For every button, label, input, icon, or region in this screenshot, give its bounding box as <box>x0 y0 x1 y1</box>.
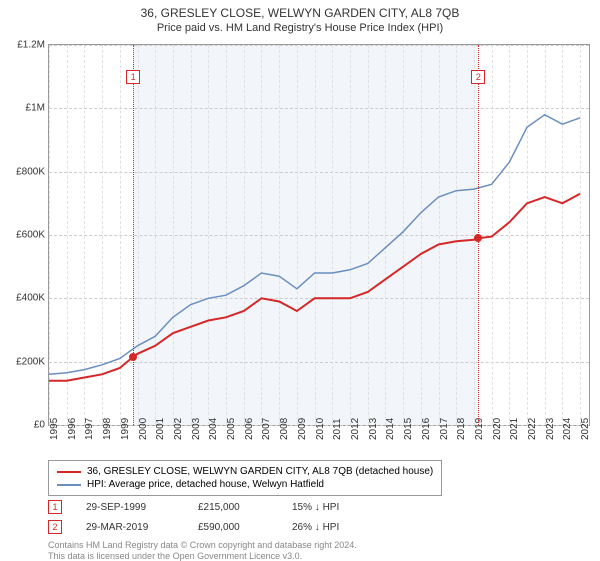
sale-price-2: £590,000 <box>198 522 268 533</box>
sale-date-1: 29-SEP-1999 <box>86 502 174 513</box>
chart-area: £0£200K£400K£600K£800K£1M£1.2M1995199619… <box>48 44 590 426</box>
event-marker-box: 2 <box>471 70 485 84</box>
line-series-svg <box>49 45 589 425</box>
event-marker-box: 1 <box>126 70 140 84</box>
y-tick-label: £1M <box>5 103 45 114</box>
sale-delta-1: 15% ↓ HPI <box>292 502 362 513</box>
legend-label: 36, GRESLEY CLOSE, WELWYN GARDEN CITY, A… <box>87 466 433 477</box>
legend-label: HPI: Average price, detached house, Welw… <box>87 479 324 490</box>
event-dot <box>129 353 137 361</box>
legend: 36, GRESLEY CLOSE, WELWYN GARDEN CITY, A… <box>48 460 442 496</box>
sale-price-1: £215,000 <box>198 502 268 513</box>
y-tick-label: £600K <box>5 230 45 241</box>
sale-row-1: 1 29-SEP-1999 £215,000 15% ↓ HPI <box>48 500 362 514</box>
event-line <box>133 45 134 425</box>
event-dot <box>474 234 482 242</box>
series-hpi <box>49 115 580 375</box>
legend-swatch <box>57 484 81 486</box>
sale-marker-2-icon: 2 <box>48 520 62 534</box>
y-tick-label: £800K <box>5 166 45 177</box>
y-tick-label: £0 <box>5 420 45 431</box>
chart-subtitle: Price paid vs. HM Land Registry's House … <box>0 20 600 38</box>
y-tick-label: £200K <box>5 356 45 367</box>
sale-delta-2: 26% ↓ HPI <box>292 522 362 533</box>
chart-title: 36, GRESLEY CLOSE, WELWYN GARDEN CITY, A… <box>0 0 600 20</box>
y-tick-label: £1.2M <box>5 40 45 51</box>
legend-swatch <box>57 471 81 473</box>
sale-date-2: 29-MAR-2019 <box>86 522 174 533</box>
sale-marker-1-icon: 1 <box>48 500 62 514</box>
legend-row: 36, GRESLEY CLOSE, WELWYN GARDEN CITY, A… <box>57 465 433 478</box>
plot-region: £0£200K£400K£600K£800K£1M£1.2M1995199619… <box>49 45 589 425</box>
footer-line-1: Contains HM Land Registry data © Crown c… <box>48 540 357 550</box>
legend-row: HPI: Average price, detached house, Welw… <box>57 478 433 491</box>
sale-row-2: 2 29-MAR-2019 £590,000 26% ↓ HPI <box>48 520 362 534</box>
y-tick-label: £400K <box>5 293 45 304</box>
